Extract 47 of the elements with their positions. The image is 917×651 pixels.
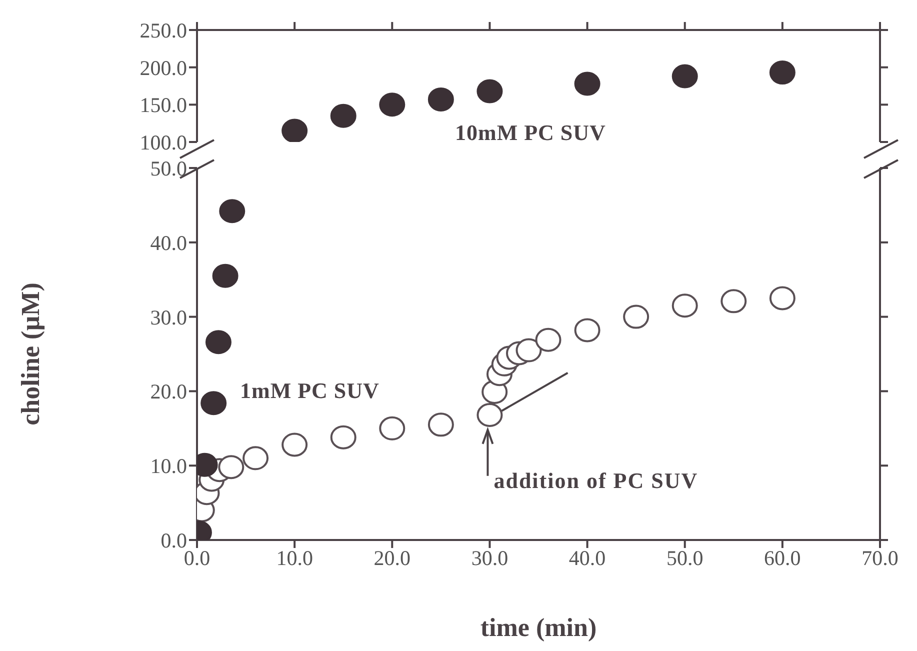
point [242, 446, 269, 470]
series-label: 10mM PC SUV [455, 120, 606, 146]
point [379, 416, 406, 440]
point [282, 432, 308, 457]
point [476, 403, 503, 428]
y-tick-label: 250.0 [140, 18, 187, 42]
y-tick-label: 150.0 [140, 93, 187, 118]
x-tick-label: 40.0 [568, 546, 606, 570]
y-tick-label: 100.0 [140, 130, 187, 154]
point [282, 118, 308, 142]
point [574, 72, 600, 96]
point [219, 199, 246, 224]
point [672, 294, 698, 318]
point [476, 79, 503, 104]
point [200, 391, 227, 416]
point [535, 328, 562, 352]
point [769, 286, 796, 310]
y-tick-label: 200.0 [140, 56, 187, 80]
point [574, 318, 600, 342]
point [330, 104, 356, 128]
point [769, 60, 796, 85]
x-tick-label: 60.0 [764, 546, 801, 570]
annotation: addition of PC SUV [494, 468, 698, 493]
point [672, 64, 698, 88]
y-tick-label: 10.0 [150, 454, 187, 478]
x-tick-label: 10.0 [276, 546, 313, 570]
point [379, 92, 406, 117]
point [218, 455, 244, 480]
series-label: 1mM PC SUV [240, 378, 380, 404]
x-tick-label: 30.0 [471, 546, 508, 570]
point [205, 330, 232, 354]
x-axis-title: time (min) [480, 613, 597, 642]
point [212, 264, 238, 288]
y-tick-label: 50.0 [150, 156, 187, 180]
y-tick-label: 20.0 [150, 380, 187, 404]
y-axis-title: choline (µM) [16, 282, 46, 426]
x-tick-label: 20.0 [374, 546, 411, 570]
point [720, 289, 747, 314]
y-tick-label: 40.0 [150, 230, 187, 255]
x-tick-label: 70.0 [862, 546, 898, 570]
point [623, 304, 650, 329]
x-tick-label: 50.0 [666, 546, 704, 570]
point [428, 412, 454, 437]
point [428, 87, 454, 112]
point [330, 425, 356, 450]
y-tick-label: 30.0 [150, 305, 187, 330]
point [516, 338, 542, 362]
